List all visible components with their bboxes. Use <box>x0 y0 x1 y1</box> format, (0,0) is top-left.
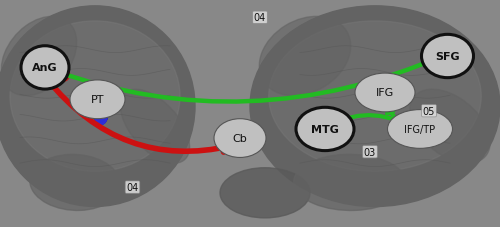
Ellipse shape <box>0 7 195 207</box>
Ellipse shape <box>269 22 481 172</box>
Ellipse shape <box>422 35 474 78</box>
Ellipse shape <box>120 90 190 163</box>
Text: 04: 04 <box>254 13 266 23</box>
Text: IFG/TP: IFG/TP <box>404 124 436 134</box>
Text: PT: PT <box>91 95 104 105</box>
FancyArrowPatch shape <box>52 56 445 102</box>
Text: 05: 05 <box>423 106 435 116</box>
Ellipse shape <box>392 125 407 143</box>
Ellipse shape <box>220 168 310 218</box>
Ellipse shape <box>384 95 396 111</box>
Ellipse shape <box>294 155 406 211</box>
Ellipse shape <box>317 131 328 144</box>
Text: 03: 03 <box>364 147 376 157</box>
Ellipse shape <box>296 108 354 151</box>
Ellipse shape <box>260 17 350 96</box>
Ellipse shape <box>250 7 500 207</box>
Ellipse shape <box>94 102 108 125</box>
Ellipse shape <box>214 119 266 158</box>
Text: MTG: MTG <box>311 124 339 134</box>
FancyArrowPatch shape <box>46 79 231 153</box>
Ellipse shape <box>30 155 120 210</box>
Ellipse shape <box>10 22 180 172</box>
Ellipse shape <box>58 68 70 82</box>
FancyArrowPatch shape <box>332 116 418 131</box>
Ellipse shape <box>21 47 69 90</box>
Text: Cb: Cb <box>232 133 248 143</box>
Ellipse shape <box>355 74 415 112</box>
Ellipse shape <box>410 90 490 164</box>
Text: SFG: SFG <box>435 52 460 62</box>
Text: IFG: IFG <box>376 88 394 98</box>
Ellipse shape <box>70 81 125 119</box>
Ellipse shape <box>442 61 451 73</box>
Text: 04: 04 <box>126 182 138 192</box>
Ellipse shape <box>2 17 76 96</box>
Ellipse shape <box>388 110 452 149</box>
FancyArrowPatch shape <box>387 107 418 130</box>
Ellipse shape <box>236 141 248 156</box>
Ellipse shape <box>95 107 107 125</box>
Text: AnG: AnG <box>32 63 58 73</box>
